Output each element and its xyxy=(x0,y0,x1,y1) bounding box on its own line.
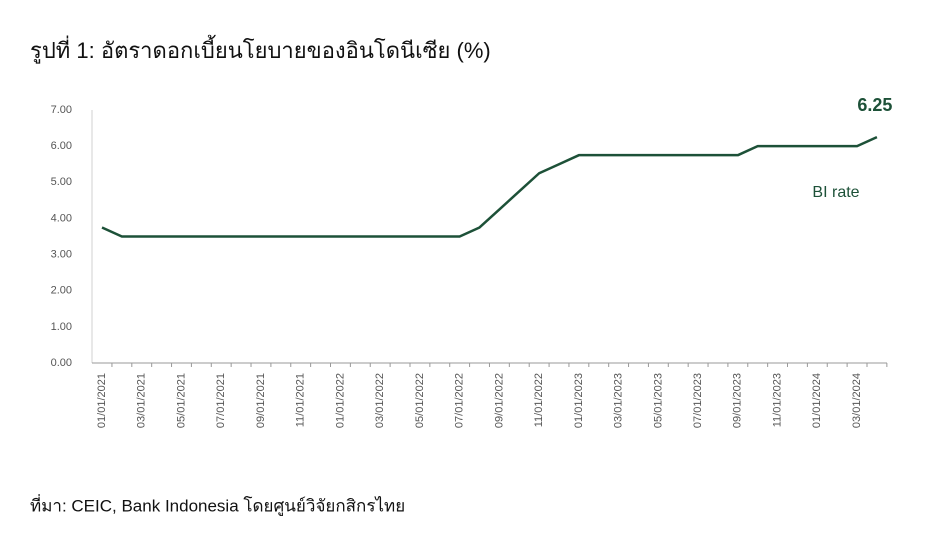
x-tick-label: 07/01/2022 xyxy=(454,373,466,428)
y-tick-label: 6.00 xyxy=(51,140,72,152)
x-tick-label: 11/01/2021 xyxy=(295,373,307,427)
x-tick-label: 07/01/2021 xyxy=(215,373,227,428)
line xyxy=(101,135,878,238)
chart-title: รูปที่ 1: อัตราดอกเบี้ยนโยบายของอินโดนีเ… xyxy=(30,35,491,64)
y-tick-label: 3.00 xyxy=(51,248,72,260)
x-tick-label: 09/01/2021 xyxy=(255,373,267,428)
y-tick-label: 7.00 xyxy=(51,104,72,116)
x-tick-label: 11/01/2022 xyxy=(533,373,545,427)
y-tick-label: 2.00 xyxy=(51,285,72,297)
x-tick-label: 01/01/2022 xyxy=(334,373,346,428)
x-tick-label: 11/01/2023 xyxy=(771,373,783,427)
x-tick-label: 01/01/2023 xyxy=(573,373,585,428)
x-tick-label: 03/01/2022 xyxy=(374,373,386,428)
y-tick-label: 0.00 xyxy=(51,357,72,369)
x-tick-label: 05/01/2023 xyxy=(652,373,664,428)
y-tick-label: 5.00 xyxy=(51,176,72,188)
x-tick-label: 07/01/2023 xyxy=(692,373,704,428)
x-tick-label: 09/01/2023 xyxy=(732,373,744,428)
x-tick-label: 09/01/2022 xyxy=(493,373,505,428)
x-tick-label: 01/01/2021 xyxy=(96,373,108,428)
y-tick-label: 1.00 xyxy=(51,321,72,333)
x-tick-label: 03/01/2021 xyxy=(136,373,148,428)
x-tick-label: 03/01/2023 xyxy=(613,373,625,428)
y-tick-label: 4.00 xyxy=(51,212,72,224)
data-label: 6.25 xyxy=(857,95,892,115)
x-tick-label: 03/01/2024 xyxy=(851,373,863,428)
source-note: ที่มา: CEIC, Bank Indonesia โดยศูนย์วิจั… xyxy=(30,493,405,516)
x-tick-label: 05/01/2022 xyxy=(414,373,426,428)
x-tick-label: 01/01/2024 xyxy=(811,373,823,428)
series-label: BI rate xyxy=(812,184,859,201)
x-tick-label: 05/01/2021 xyxy=(175,373,187,428)
